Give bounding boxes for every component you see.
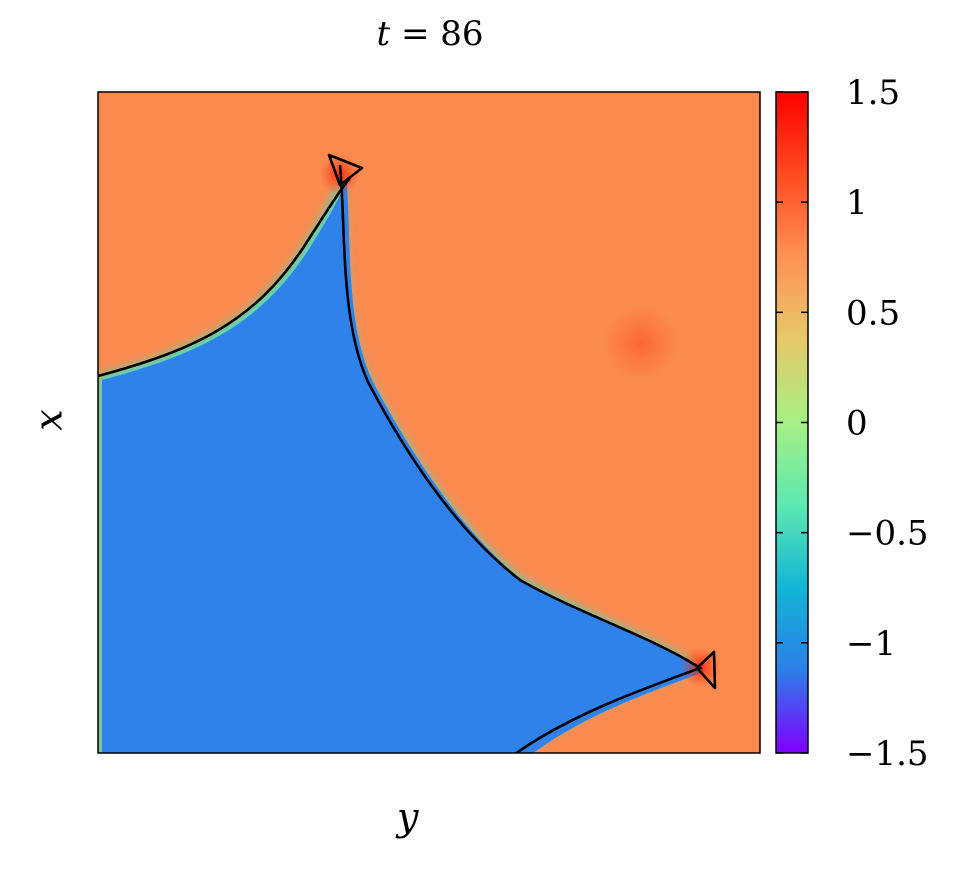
plot-frame [97, 91, 761, 754]
x-axis-label: y [397, 795, 419, 839]
title-variable: t [376, 14, 391, 54]
colorbar-tick-label: 0 [846, 404, 868, 444]
chart-title: t = 86 [0, 14, 860, 54]
colorbar-tick-label: −1 [846, 624, 896, 664]
contour-loop-right [695, 650, 717, 690]
contour-loop-top [327, 153, 364, 187]
hot-spot [602, 305, 679, 382]
contour-line-upper [98, 177, 351, 378]
colorbar-tick-label: −1.5 [846, 734, 929, 774]
phase-minus-region [102, 174, 704, 753]
plot-area [98, 92, 760, 753]
title-value: = 86 [390, 14, 484, 54]
colorbar-tick-label: −0.5 [846, 514, 929, 554]
colorbar-ticks: 1.5 1 0.5 0 −0.5 −1 −1.5 [776, 73, 929, 774]
colorbar-tick-label: 1 [846, 183, 868, 223]
contour-line-lower [338, 164, 703, 753]
colorbar-tick-label: 0.5 [846, 293, 900, 333]
colorbar-tick-label: 1.5 [846, 73, 900, 113]
